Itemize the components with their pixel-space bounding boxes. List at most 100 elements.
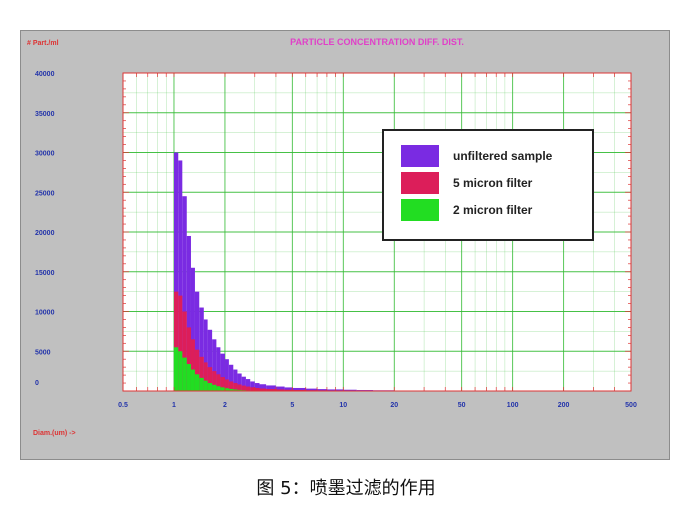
bar — [220, 387, 225, 391]
bar — [237, 389, 242, 391]
chart-svg: PARTICLE CONCENTRATION DIFF. DIST. # Par… — [27, 37, 637, 437]
bar — [203, 362, 208, 391]
bar — [259, 388, 267, 391]
bar — [173, 291, 179, 391]
bar — [241, 385, 246, 391]
bar — [194, 291, 200, 391]
bar — [220, 377, 225, 391]
bar — [284, 387, 293, 391]
bar — [266, 389, 276, 391]
x-tick-label: 500 — [625, 402, 637, 409]
x-tick-label: 20 — [390, 402, 398, 409]
bar — [245, 386, 251, 391]
y-tick-label: 15000 — [35, 270, 55, 277]
bar — [250, 381, 255, 391]
y-tick-label: 10000 — [35, 310, 55, 317]
bar — [224, 359, 229, 391]
bars-layer — [173, 152, 452, 391]
bar — [182, 311, 187, 391]
bar — [216, 347, 221, 391]
chart-title: PARTICLE CONCENTRATION DIFF. DIST. — [290, 37, 464, 47]
bar — [284, 389, 293, 391]
bar — [233, 383, 238, 391]
bar — [237, 373, 242, 391]
bar — [203, 319, 208, 391]
bar — [254, 383, 260, 391]
y-tick-label: 30000 — [35, 151, 55, 158]
x-tick-label: 50 — [458, 402, 466, 409]
bar — [212, 384, 217, 391]
bar — [326, 389, 344, 391]
bar — [250, 387, 255, 391]
bar — [182, 196, 187, 391]
bar — [216, 374, 221, 391]
bar — [199, 377, 204, 391]
bar — [254, 387, 260, 391]
bar — [245, 379, 251, 391]
y-tick-label: 20000 — [35, 230, 55, 237]
bar — [186, 327, 191, 391]
x-tick-label: 5 — [290, 402, 294, 409]
bar — [233, 389, 238, 391]
bar — [190, 369, 195, 391]
bar — [190, 339, 195, 391]
bar — [207, 383, 213, 391]
bar — [343, 389, 357, 391]
legend-swatch — [401, 172, 439, 194]
bar — [199, 307, 204, 391]
y-tick-label: 5000 — [35, 349, 51, 356]
ticks-layer: 0 5000 10000 15000 20000 25000 30000 35000 40000… — [35, 71, 637, 409]
bar — [212, 339, 217, 391]
bar — [194, 374, 200, 391]
figure-caption: 图 5：喷墨过滤的作用 — [256, 478, 436, 499]
bar — [317, 389, 327, 391]
y-tick-label: 35000 — [35, 111, 55, 118]
legend-swatch — [401, 199, 439, 221]
bar — [305, 388, 318, 391]
bar — [233, 369, 238, 391]
bar — [182, 357, 187, 391]
bar — [292, 389, 306, 391]
bar — [173, 152, 179, 391]
bar — [224, 388, 229, 391]
bar — [266, 385, 276, 391]
bar — [228, 381, 234, 391]
bar — [186, 363, 191, 391]
bar — [228, 364, 234, 391]
bar — [178, 295, 183, 391]
bar — [275, 386, 285, 391]
bar — [173, 347, 179, 391]
bar — [216, 386, 221, 391]
y-tick-label: 0 — [35, 380, 39, 387]
y-tick-label: 40000 — [35, 71, 55, 78]
bar — [241, 376, 246, 391]
x-axis-label: Diam.(um) -> — [33, 430, 76, 437]
bar — [203, 380, 208, 391]
chart-panel: PARTICLE CONCENTRATION DIFF. DIST. # Par… — [20, 30, 670, 460]
bar — [190, 267, 195, 391]
x-tick-label: 0.5 — [118, 402, 128, 409]
bar — [212, 371, 217, 391]
bar — [220, 353, 225, 391]
x-tick-label: 200 — [558, 402, 570, 409]
bar — [186, 235, 191, 391]
chart-legend: unfiltered sample 5 micron filter 2 micron… — [382, 129, 594, 241]
legend-label: unfiltered sample — [453, 149, 553, 163]
legend-swatch — [401, 145, 439, 167]
y-axis-label: # Part./ml — [27, 40, 59, 47]
x-tick-label: 2 — [223, 402, 227, 409]
bar — [228, 388, 234, 391]
x-tick-label: 100 — [507, 402, 519, 409]
legend-label: 2 micron filter — [453, 203, 533, 217]
bar — [224, 379, 229, 391]
bar — [207, 329, 213, 391]
x-tick-label: 1 — [172, 402, 176, 409]
bar — [194, 349, 200, 391]
bar — [292, 387, 306, 391]
bar — [199, 356, 204, 391]
bar — [178, 351, 183, 391]
x-tick-label: 10 — [339, 402, 347, 409]
y-tick-label: 25000 — [35, 190, 55, 197]
bar — [207, 367, 213, 391]
legend-label: 5 micron filter — [453, 176, 533, 190]
